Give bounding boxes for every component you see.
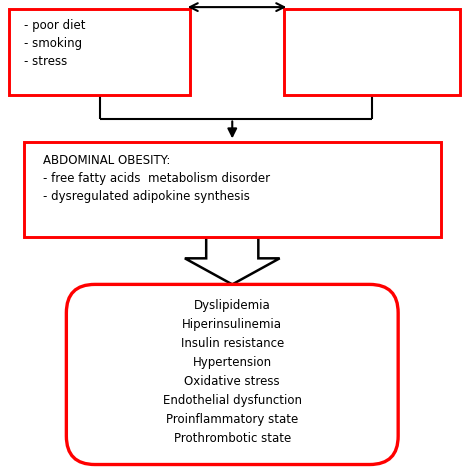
- FancyBboxPatch shape: [24, 142, 441, 237]
- Text: ABDOMINAL OBESITY:
- free fatty acids  metabolism disorder
- dysregulated adipok: ABDOMINAL OBESITY: - free fatty acids me…: [43, 154, 270, 203]
- FancyBboxPatch shape: [284, 9, 460, 95]
- Text: Dyslipidemia
Hiperinsulinemia
Insulin resistance
Hypertension
Oxidative stress
E: Dyslipidemia Hiperinsulinemia Insulin re…: [163, 299, 302, 445]
- FancyBboxPatch shape: [66, 284, 398, 465]
- Text: - poor diet
- smoking
- stress: - poor diet - smoking - stress: [24, 19, 85, 68]
- FancyBboxPatch shape: [9, 9, 190, 95]
- Polygon shape: [185, 237, 280, 284]
